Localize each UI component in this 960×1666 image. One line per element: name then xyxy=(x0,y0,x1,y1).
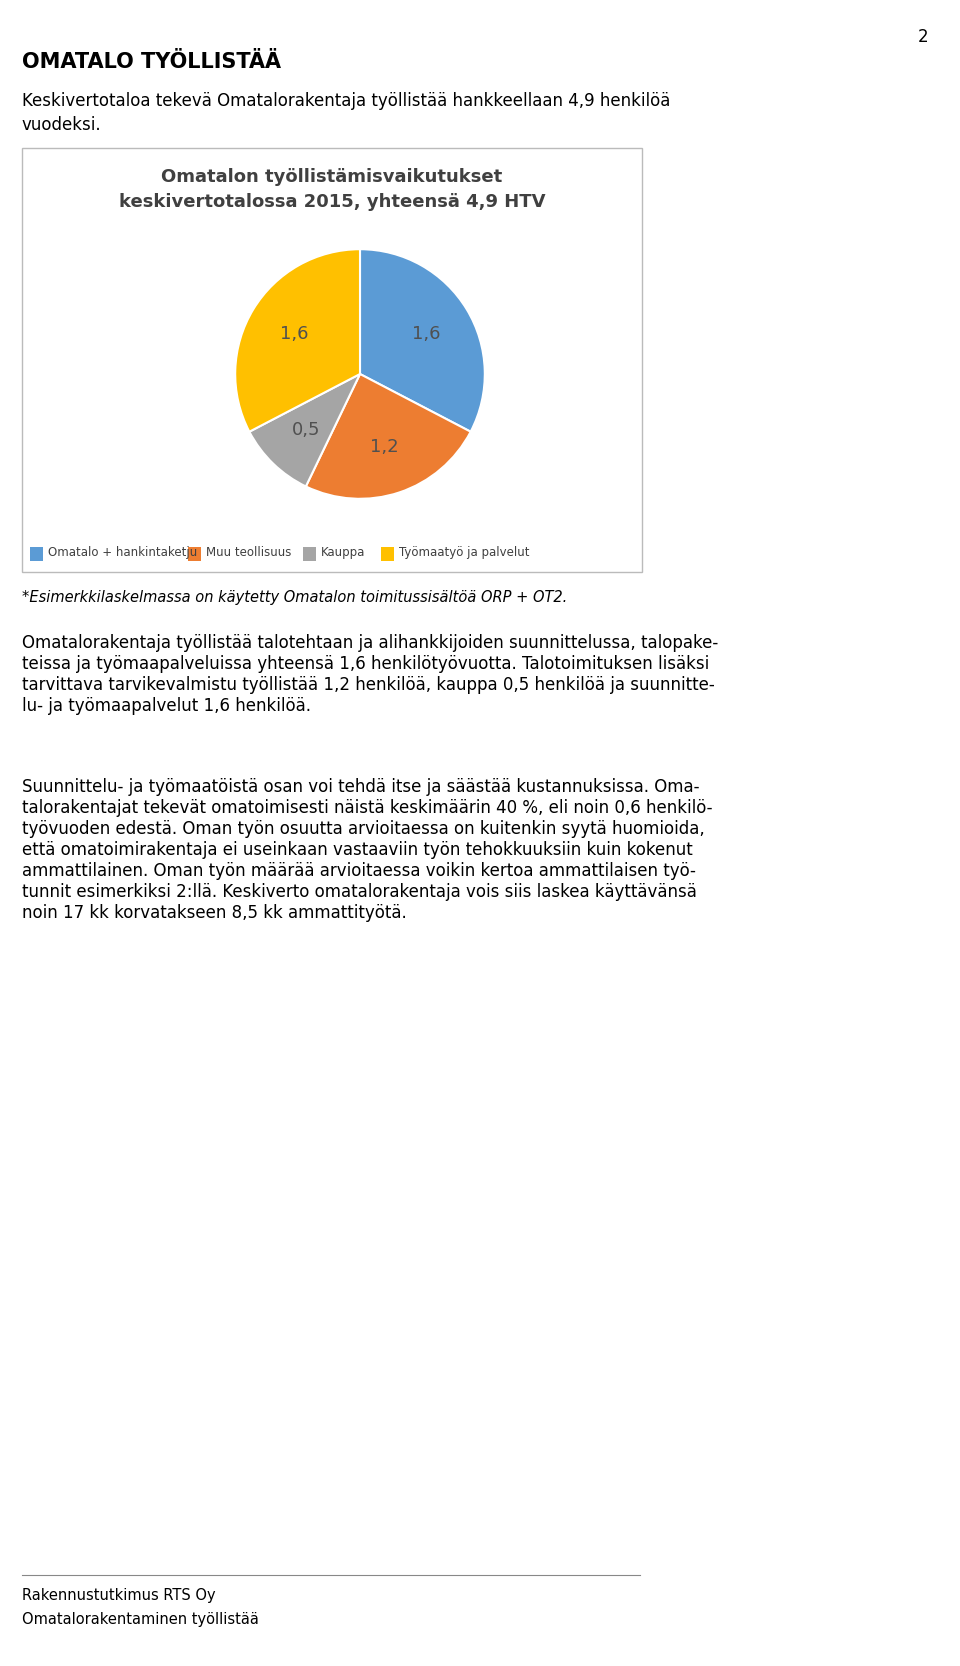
Text: 1,2: 1,2 xyxy=(370,438,398,456)
Text: tarvittava tarvikevalmistu työllistää 1,2 henkilöä, kauppa 0,5 henkilöä ja suunn: tarvittava tarvikevalmistu työllistää 1,… xyxy=(22,676,715,695)
Text: vuodeksi.: vuodeksi. xyxy=(22,117,102,133)
Text: OMATALO TYÖLLISTÄÄ: OMATALO TYÖLLISTÄÄ xyxy=(22,52,281,72)
Wedge shape xyxy=(360,250,485,431)
Text: Keskivertotaloa tekevä Omatalorakentaja työllistää hankkeellaan 4,9 henkilöä: Keskivertotaloa tekevä Omatalorakentaja … xyxy=(22,92,670,110)
Text: 2: 2 xyxy=(918,28,928,47)
Text: 1,6: 1,6 xyxy=(412,325,441,343)
Text: keskivertotalossa 2015, yhteensä 4,9 HTV: keskivertotalossa 2015, yhteensä 4,9 HTV xyxy=(119,193,545,212)
Wedge shape xyxy=(250,373,360,486)
FancyBboxPatch shape xyxy=(22,148,642,571)
Text: tunnit esimerkiksi 2:llä. Keskiverto omatalorakentaja vois siis laskea käyttävän: tunnit esimerkiksi 2:llä. Keskiverto oma… xyxy=(22,883,697,901)
Wedge shape xyxy=(235,250,360,431)
Text: ammattilainen. Oman työn määrää arvioitaessa voikin kertoa ammattilaisen työ-: ammattilainen. Oman työn määrää arvioita… xyxy=(22,861,696,880)
Text: Muu teollisuus: Muu teollisuus xyxy=(206,546,292,560)
Text: teissa ja työmaapalveluissa yhteensä 1,6 henkilötyövuotta. Talotoimituksen lisäk: teissa ja työmaapalveluissa yhteensä 1,6… xyxy=(22,655,709,673)
Text: Omatalon työllistämisvaikutukset: Omatalon työllistämisvaikutukset xyxy=(161,168,503,187)
Text: työvuoden edestä. Oman työn osuutta arvioitaessa on kuitenkin syytä huomioida,: työvuoden edestä. Oman työn osuutta arvi… xyxy=(22,820,705,838)
Text: noin 17 kk korvatakseen 8,5 kk ammattityötä.: noin 17 kk korvatakseen 8,5 kk ammattity… xyxy=(22,905,407,921)
Text: että omatoimirakentaja ei useinkaan vastaaviin työn tehokkuuksiin kuin kokenut: että omatoimirakentaja ei useinkaan vast… xyxy=(22,841,693,860)
Text: Omatalorakentaja työllistää talotehtaan ja alihankkijoiden suunnittelussa, talop: Omatalorakentaja työllistää talotehtaan … xyxy=(22,635,718,651)
Wedge shape xyxy=(306,373,470,498)
Text: *Esimerkkilaskelmassa on käytetty Omatalon toimitussisältöä ORP + OT2.: *Esimerkkilaskelmassa on käytetty Omatal… xyxy=(22,590,567,605)
FancyBboxPatch shape xyxy=(188,548,202,561)
FancyBboxPatch shape xyxy=(381,548,395,561)
Text: talorakentajat tekevät omatoimisesti näistä keskimäärin 40 %, eli noin 0,6 henki: talorakentajat tekevät omatoimisesti näi… xyxy=(22,800,712,816)
FancyBboxPatch shape xyxy=(303,548,317,561)
Text: Suunnittelu- ja työmaatöistä osan voi tehdä itse ja säästää kustannuksissa. Oma-: Suunnittelu- ja työmaatöistä osan voi te… xyxy=(22,778,700,796)
FancyBboxPatch shape xyxy=(30,548,43,561)
Text: 1,6: 1,6 xyxy=(279,325,308,343)
Text: 0,5: 0,5 xyxy=(292,420,321,438)
Text: lu- ja työmaapalvelut 1,6 henkilöä.: lu- ja työmaapalvelut 1,6 henkilöä. xyxy=(22,696,311,715)
Text: Kauppa: Kauppa xyxy=(322,546,366,560)
Text: Työmaatyö ja palvelut: Työmaatyö ja palvelut xyxy=(399,546,530,560)
Text: Rakennustutkimus RTS Oy: Rakennustutkimus RTS Oy xyxy=(22,1588,216,1603)
Text: Omatalo + hankintaketju: Omatalo + hankintaketju xyxy=(48,546,198,560)
Text: Omatalorakentaminen työllistää: Omatalorakentaminen työllistää xyxy=(22,1613,259,1628)
